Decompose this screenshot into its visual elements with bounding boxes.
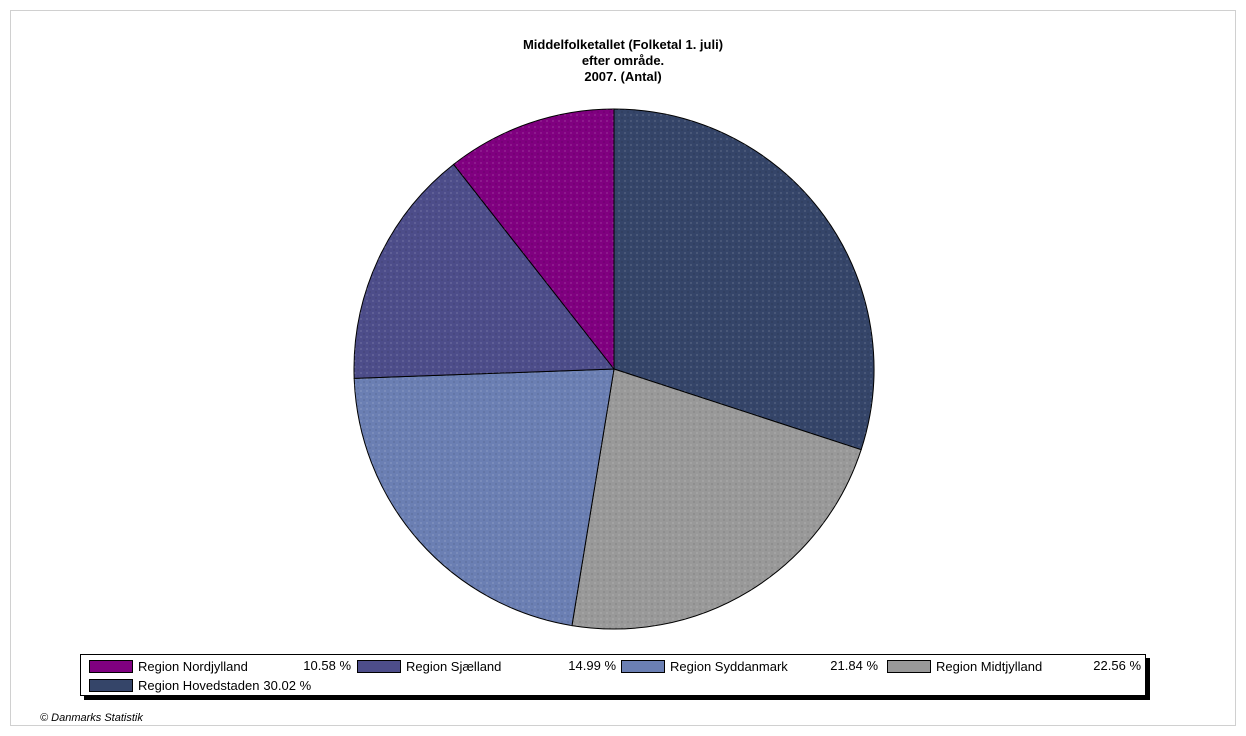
legend-pct-midtjylland: 22.56 %: [1093, 658, 1141, 673]
legend-item-syddanmark: Region Syddanmark: [621, 657, 788, 675]
legend-swatch-nordjylland: [89, 659, 133, 673]
chart-title-line-1: Middelfolketallet (Folketal 1. juli): [522, 37, 724, 52]
legend-pct-hovedstaden: 30.02 %: [263, 677, 312, 693]
pie-slice-texture-region-nordjylland: [453, 109, 614, 369]
legend-pct-nordjylland: 10.58 %: [303, 658, 351, 673]
chart-title-line-2: efter område.: [581, 53, 665, 68]
legend-pct-syddanmark: 21.84 %: [830, 658, 878, 673]
legend-label-nordjylland: Region Nordjylland: [138, 658, 248, 674]
legend-item-midtjylland: Region Midtjylland: [887, 657, 1042, 675]
copyright-text: © Danmarks Statistik: [40, 712, 143, 724]
legend-swatch-sjaelland: [357, 659, 401, 673]
legend-label-midtjylland: Region Midtjylland: [936, 658, 1043, 674]
chart-legend: Region Nordjylland 10.58 % Region Sjælla…: [80, 654, 1146, 696]
pie-slice-texture-region-midtjylland: [571, 369, 862, 630]
legend-swatch-midtjylland: [887, 659, 931, 673]
legend-label-hovedstaden: Region Hovedstaden: [138, 677, 260, 693]
legend-item-hovedstaden: Region Hovedstaden 30.02 %: [89, 676, 311, 694]
legend-swatch-syddanmark: [621, 659, 665, 673]
legend-item-nordjylland: Region Nordjylland: [89, 657, 248, 675]
legend-label-sjaelland: Region Sjælland: [406, 658, 502, 674]
legend-swatch-hovedstaden: [89, 678, 133, 692]
pie-slice-texture-region-sj-lland: [354, 164, 614, 379]
legend-item-sjaelland: Region Sjælland: [357, 657, 501, 675]
chart-title-line-3: 2007. (Antal): [584, 69, 662, 84]
legend-label-syddanmark: Region Syddanmark: [670, 658, 788, 674]
chart-title: Middelfolketallet (Folketal 1. juli) eft…: [0, 37, 1246, 85]
pie-slice-texture-region-syddanmark: [354, 369, 614, 626]
pie-slice-texture-region-hovedstaden: [614, 109, 875, 450]
legend-pct-sjaelland: 14.99 %: [568, 658, 616, 673]
